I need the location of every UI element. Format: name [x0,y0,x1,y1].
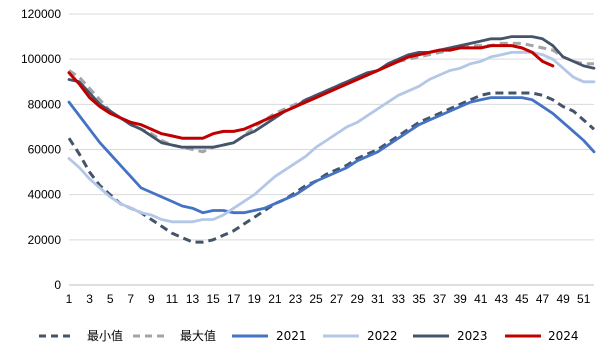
y-tick-label: 80000 [28,97,62,111]
x-tick-label: 51 [577,292,591,306]
x-tick-label: 21 [268,292,282,306]
series-line-2023 [67,35,596,149]
x-tick-label: 49 [556,292,570,306]
x-tick-label: 9 [148,292,155,306]
x-axis-tick-labels: 1 3 5 7 9 11 13 15 17 19 21 23 25 27 29 31 33 35 37 39 41 43 4… [66,292,591,306]
x-tick-label: 45 [515,292,529,306]
y-tick-label: 20000 [28,233,62,247]
x-tick-label: 35 [412,292,426,306]
x-tick-label: 25 [309,292,323,306]
legend-item-最大值: 最大值 [133,328,216,343]
legend: 最小值 最大值 2021 2022 2023 2024 [39,328,579,343]
x-tick-label: 27 [330,292,344,306]
legend-label: 2023 [457,329,488,343]
legend-item-最小值: 最小值 [39,328,123,343]
legend-label: 2022 [367,329,398,343]
legend-label: 最大值 [180,328,216,343]
series-line-2021 [67,96,596,215]
x-tick-label: 3 [86,292,93,306]
series-line-最小值 [67,91,595,244]
x-tick-label: 33 [392,292,406,306]
y-tick-label: 100000 [21,52,61,66]
legend-label: 2024 [548,329,579,343]
x-tick-label: 41 [474,292,488,306]
x-tick-label: 19 [248,292,262,306]
x-tick-label: 15 [206,292,220,306]
x-tick-label: 47 [536,292,550,306]
x-tick-label: 23 [289,292,303,306]
y-tick-label: 0 [54,278,61,292]
legend-label: 2021 [276,329,307,343]
x-tick-label: 39 [453,292,467,306]
x-tick-label: 11 [166,292,179,306]
legend-item-2024: 2024 [505,329,579,343]
legend-label: 最小值 [87,328,123,343]
x-tick-label: 1 [66,292,73,306]
x-tick-label: 29 [351,292,365,306]
y-tick-label: 60000 [28,143,62,157]
legend-item-2021: 2021 [232,329,307,343]
x-tick-label: 5 [107,292,114,306]
x-tick-label: 13 [186,292,200,306]
y-tick-label: 40000 [28,188,62,202]
legend-item-2022: 2022 [323,329,398,343]
series-line-2024 [67,44,555,140]
x-tick-label: 43 [495,292,509,306]
x-tick-label: 17 [227,292,241,306]
series-line-2022 [67,51,596,224]
legend-item-2023: 2023 [413,329,488,343]
x-tick-label: 7 [127,292,134,306]
x-tick-label: 37 [433,292,447,306]
series-lines [67,35,596,244]
y-axis-tick-labels: 0 20000 40000 60000 80000 100000 120000 [21,7,61,292]
y-tick-label: 120000 [21,7,61,21]
x-tick-label: 31 [371,292,385,306]
